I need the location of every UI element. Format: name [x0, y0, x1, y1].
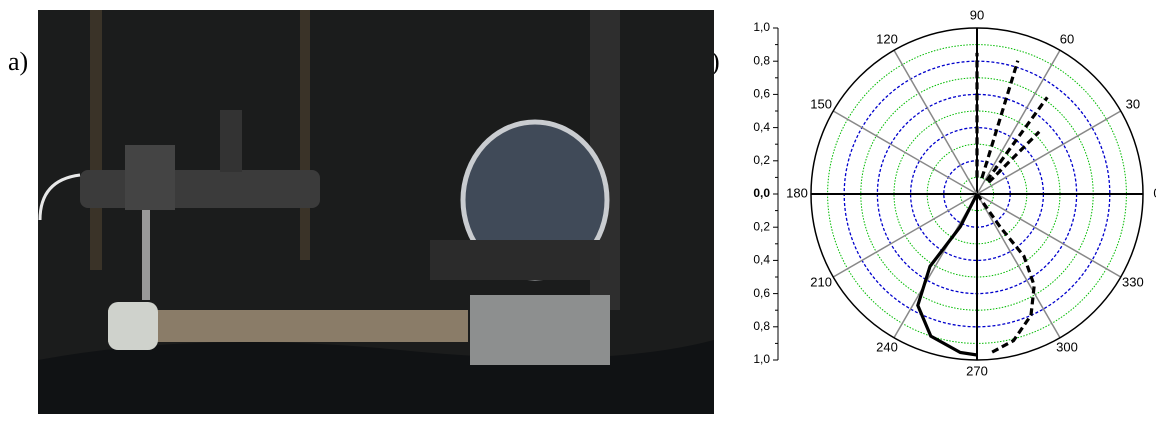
r-tick-label: 0,6: [753, 87, 770, 101]
r-tick-label: 0,6: [753, 286, 770, 300]
angle-label: 300: [1056, 340, 1078, 355]
photo-block: [125, 145, 175, 210]
photo: [38, 10, 714, 414]
angle-label: 60: [1060, 31, 1074, 46]
photo-rotator: [470, 295, 610, 365]
photo-tube: [80, 170, 320, 208]
photo-rod: [142, 210, 150, 300]
angle-label: 90: [970, 7, 984, 22]
r-tick-label: 1,0: [753, 352, 770, 366]
angle-label: 180: [786, 185, 808, 200]
angle-label: 330: [1122, 274, 1144, 289]
angle-label: 270: [966, 363, 988, 378]
photo-rail: [108, 310, 468, 342]
photo-post: [300, 10, 310, 260]
figure: a) b) 03060901201501802102402703003300,0…: [0, 0, 1156, 423]
r-tick-label: 0,4: [753, 120, 770, 134]
r-tick-label: 0,2: [753, 219, 770, 233]
r-tick-label: 0,2: [753, 153, 770, 167]
angle-label: 210: [810, 274, 832, 289]
angle-label: 120: [876, 31, 898, 46]
r-tick-label: 0,8: [753, 53, 770, 67]
angle-label: 240: [876, 340, 898, 355]
r-tick-label: 0,4: [753, 253, 770, 267]
r-tick-label: 1,0: [753, 20, 770, 34]
photo-clamp: [108, 302, 158, 350]
panel-label: a): [8, 47, 28, 76]
photo-post: [90, 10, 102, 270]
r-tick-label: 0,0: [753, 186, 770, 200]
angle-label: 150: [810, 96, 832, 111]
photo-bracket: [430, 240, 600, 280]
angle-label: 30: [1126, 96, 1140, 111]
r-tick-label: 0,8: [753, 319, 770, 333]
photo-mount: [220, 110, 242, 172]
